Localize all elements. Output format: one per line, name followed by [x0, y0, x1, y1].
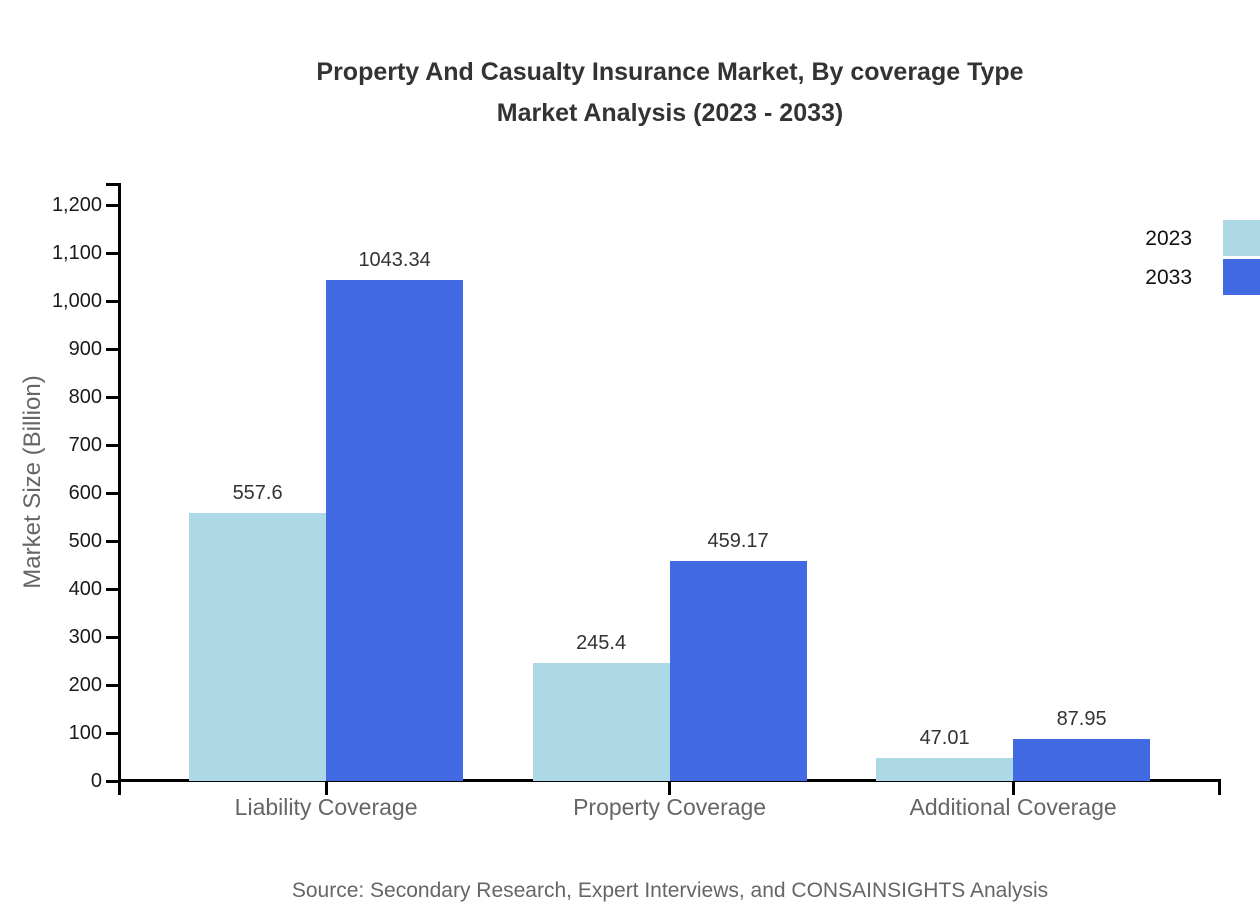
y-tick-label: 1,200 [51, 194, 102, 216]
bar-value-label: 1043.34 [358, 249, 431, 272]
source-note: Source: Secondary Research, Expert Inter… [291, 879, 1049, 902]
bar-2023-property-coverage [532, 663, 670, 781]
x-tick [324, 781, 328, 795]
y-tick [106, 635, 120, 639]
y-tick-label: 300 [68, 626, 102, 648]
legend-label-2033: 2033 [1145, 266, 1192, 289]
y-tick [106, 779, 120, 783]
bar-2023-liability-coverage [189, 513, 327, 781]
y-tick-label: 800 [68, 386, 102, 408]
y-tick [106, 251, 120, 255]
bar-2033-additional-coverage [1013, 738, 1151, 781]
y-tick-label: 100 [68, 722, 102, 744]
y-tick-label: 500 [68, 530, 102, 552]
y-axis-end-tick [106, 183, 120, 186]
chart-title-line2: Market Analysis (2023 - 2033) [496, 99, 844, 127]
y-axis-line [118, 183, 121, 795]
y-tick-label: 700 [68, 434, 102, 456]
y-tick [106, 395, 120, 399]
bar-2033-property-coverage [669, 560, 807, 781]
y-tick [106, 731, 120, 735]
category-label: Property Coverage [573, 794, 767, 820]
x-tick [668, 781, 672, 795]
y-tick-label: 900 [68, 338, 102, 360]
legend-swatch-2023 [1223, 220, 1260, 256]
y-tick [106, 587, 120, 591]
y-tick-label: 1,000 [51, 290, 102, 312]
bar-value-label: 47.01 [919, 727, 970, 750]
bar-2023-additional-coverage [876, 758, 1014, 781]
y-tick [106, 299, 120, 303]
bar-value-label: 245.4 [576, 632, 627, 655]
y-tick-label: 200 [68, 674, 102, 696]
chart-title: Property And Casualty Insurance Market, … [170, 52, 1170, 134]
category-label: Additional Coverage [909, 794, 1117, 820]
y-tick-label: 400 [68, 578, 102, 600]
y-tick [106, 539, 120, 543]
y-tick-label: 600 [68, 482, 102, 504]
legend-label-2023: 2023 [1145, 227, 1192, 250]
y-tick-label: 0 [90, 770, 102, 792]
legend-swatch-2033 [1223, 259, 1260, 295]
category-label: Liability Coverage [234, 794, 418, 820]
y-tick [106, 443, 120, 447]
bar-2033-liability-coverage [326, 280, 464, 781]
bar-value-label: 87.95 [1056, 707, 1107, 730]
x-axis-end-tick [1218, 781, 1221, 795]
chart-title-line1: Property And Casualty Insurance Market, … [316, 58, 1024, 86]
bar-value-label: 557.6 [232, 482, 283, 505]
y-tick [106, 491, 120, 495]
y-tick [106, 347, 120, 351]
y-tick [106, 203, 120, 207]
bar-value-label: 459.17 [707, 529, 769, 552]
y-tick-label: 1,100 [51, 242, 102, 264]
y-tick [106, 683, 120, 687]
x-tick [1011, 781, 1015, 795]
